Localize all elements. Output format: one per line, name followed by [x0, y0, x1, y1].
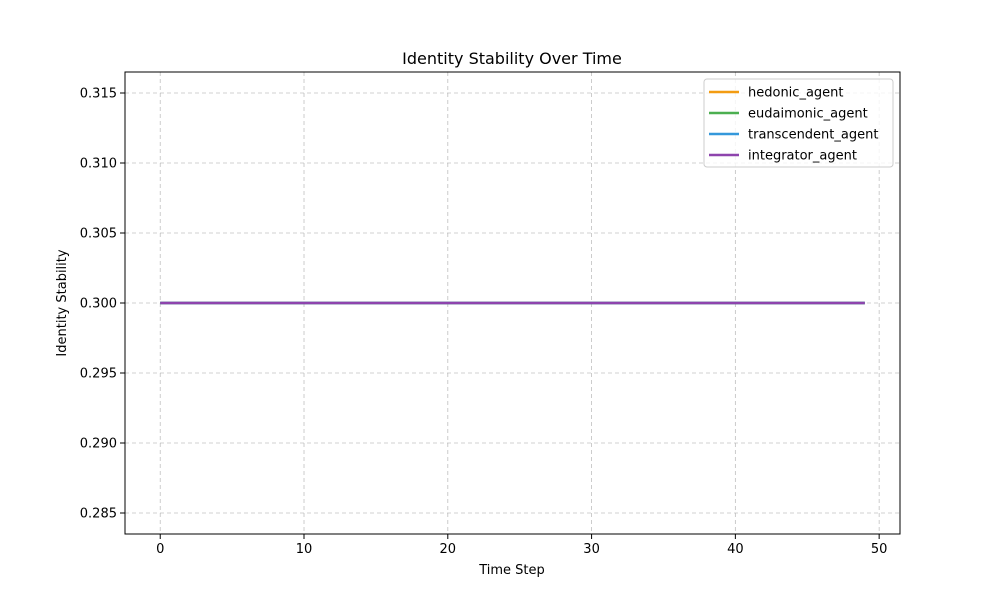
- y-tick-label: 0.305: [80, 227, 117, 242]
- legend-label: transcendent_agent: [748, 128, 878, 143]
- y-axis-label: Identity Stability: [55, 249, 70, 356]
- legend-box: [703, 78, 894, 168]
- x-axis-ticks: 0 10 20 30 40 50: [156, 534, 887, 557]
- y-tick-label: 0.285: [80, 507, 117, 522]
- x-axis-label: Time Step: [478, 563, 545, 578]
- y-axis-ticks: 0.285 0.290 0.295 0.300 0.305 0.310 0.315: [80, 87, 125, 522]
- legend: hedonic_agent eudaimonic_agent transcenden…: [703, 78, 894, 168]
- legend-label: hedonic_agent: [748, 86, 844, 101]
- x-tick-label: 30: [583, 542, 600, 557]
- y-tick-label: 0.315: [80, 87, 117, 102]
- legend-label: integrator_agent: [748, 149, 857, 164]
- x-tick-label: 50: [871, 542, 888, 557]
- x-tick-label: 40: [727, 542, 744, 557]
- chart-title: Identity Stability Over Time: [402, 49, 622, 68]
- y-tick-label: 0.295: [80, 367, 117, 382]
- y-tick-label: 0.310: [80, 157, 117, 172]
- x-tick-label: 0: [156, 542, 164, 557]
- legend-label: eudaimonic_agent: [748, 107, 868, 122]
- y-tick-label: 0.300: [80, 297, 117, 312]
- y-tick-label: 0.290: [80, 437, 117, 452]
- x-tick-label: 10: [296, 542, 313, 557]
- x-tick-label: 20: [440, 542, 457, 557]
